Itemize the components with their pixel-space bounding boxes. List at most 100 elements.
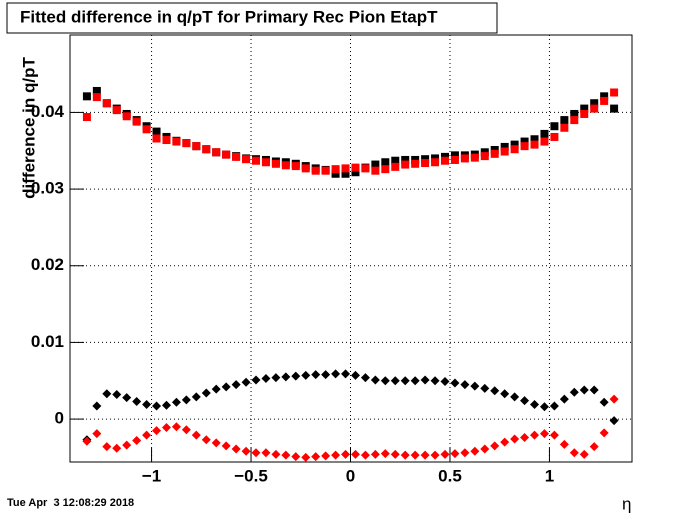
diamond-marker bbox=[539, 402, 549, 412]
diamond-marker bbox=[380, 449, 390, 459]
x-tick-label: −0.5 bbox=[234, 466, 268, 485]
diamond-marker bbox=[331, 369, 341, 379]
square-marker bbox=[530, 135, 539, 144]
square-marker bbox=[361, 164, 370, 173]
diamond-marker bbox=[480, 383, 490, 393]
diamond-marker bbox=[500, 389, 510, 399]
diamond-marker bbox=[341, 449, 351, 459]
diamond-marker bbox=[321, 451, 331, 461]
square-marker bbox=[331, 165, 340, 174]
diamond-marker bbox=[201, 435, 211, 445]
diamond-marker bbox=[390, 449, 400, 459]
square-marker bbox=[381, 158, 390, 167]
diamond-marker bbox=[301, 370, 311, 380]
diamond-marker bbox=[539, 429, 549, 439]
diamond-marker bbox=[142, 400, 152, 410]
diamond-marker bbox=[530, 400, 540, 410]
diamond-marker bbox=[360, 373, 370, 383]
x-tick-label: −1 bbox=[142, 466, 161, 485]
diamond-marker bbox=[460, 380, 470, 390]
square-marker bbox=[560, 116, 569, 125]
square-marker bbox=[440, 156, 449, 165]
square-marker bbox=[152, 127, 161, 136]
diamond-marker bbox=[152, 426, 162, 436]
diamond-marker bbox=[281, 372, 291, 382]
square-marker bbox=[192, 142, 201, 151]
diamond-marker bbox=[181, 425, 191, 435]
diamond-marker bbox=[271, 373, 281, 383]
diamond-marker bbox=[430, 376, 440, 386]
square-marker bbox=[232, 152, 241, 161]
diamond-marker bbox=[430, 450, 440, 460]
diamond-marker bbox=[191, 430, 201, 440]
diamond-marker bbox=[400, 450, 410, 460]
square-marker bbox=[510, 145, 519, 154]
diamond-marker bbox=[420, 375, 430, 385]
square-marker bbox=[252, 156, 261, 165]
title-box bbox=[6, 2, 498, 34]
diamond-marker bbox=[132, 436, 142, 446]
diamond-marker bbox=[599, 428, 609, 438]
diamond-marker bbox=[350, 370, 360, 380]
square-marker bbox=[520, 142, 529, 151]
diamond-marker bbox=[112, 443, 122, 453]
diamond-marker bbox=[460, 448, 470, 458]
square-marker bbox=[401, 155, 410, 164]
square-marker bbox=[172, 137, 181, 146]
square-marker bbox=[500, 142, 509, 151]
diamond-marker bbox=[171, 422, 181, 432]
diamond-marker bbox=[241, 446, 251, 456]
diamond-marker bbox=[142, 430, 152, 440]
diamond-marker bbox=[152, 401, 162, 411]
diamond-marker bbox=[221, 382, 231, 392]
square-marker bbox=[261, 158, 270, 167]
diamond-marker bbox=[211, 384, 221, 394]
square-marker bbox=[222, 150, 231, 159]
square-marker bbox=[92, 86, 101, 95]
diamond-marker bbox=[400, 376, 410, 386]
diamond-marker bbox=[589, 385, 599, 395]
diamond-marker bbox=[360, 450, 370, 460]
diamond-marker bbox=[291, 452, 301, 462]
diamond-marker bbox=[102, 389, 112, 399]
square-marker bbox=[550, 122, 559, 131]
x-axis-label: η bbox=[622, 494, 631, 513]
diamond-marker bbox=[470, 381, 480, 391]
diamond-marker bbox=[390, 376, 400, 386]
y-axis-label: difference in q/pT bbox=[19, 57, 38, 199]
diamond-marker bbox=[122, 393, 132, 403]
diamond-marker bbox=[251, 375, 261, 385]
square-marker bbox=[421, 159, 430, 168]
chart-title: Fitted difference in q/pT for Primary Re… bbox=[20, 7, 438, 26]
diamond-marker bbox=[92, 401, 102, 411]
square-marker bbox=[311, 166, 320, 175]
diamond-marker bbox=[510, 392, 520, 402]
square-marker bbox=[351, 168, 360, 177]
diamond-marker bbox=[341, 369, 351, 379]
diamond-marker bbox=[599, 397, 609, 407]
square-marker bbox=[212, 148, 221, 157]
square-marker bbox=[450, 151, 459, 160]
diamond-marker bbox=[609, 394, 619, 404]
square-marker bbox=[580, 109, 589, 118]
y-tick-label: 0.03 bbox=[31, 179, 64, 198]
diamond-marker bbox=[211, 438, 221, 448]
square-marker bbox=[590, 104, 599, 113]
diamond-marker bbox=[261, 448, 271, 458]
diamond-marker bbox=[520, 432, 530, 442]
diamond-marker bbox=[171, 397, 181, 407]
diamond-marker bbox=[579, 449, 589, 459]
square-marker bbox=[480, 152, 489, 161]
diamond-marker bbox=[251, 448, 261, 458]
square-marker bbox=[570, 116, 579, 125]
square-marker bbox=[142, 125, 151, 134]
diamond-marker bbox=[281, 450, 291, 460]
square-marker bbox=[271, 159, 280, 168]
square-marker bbox=[341, 164, 350, 173]
square-marker bbox=[600, 92, 609, 101]
square-marker bbox=[540, 129, 549, 138]
square-marker bbox=[490, 149, 499, 158]
diamond-marker bbox=[440, 377, 450, 387]
square-marker bbox=[371, 160, 380, 169]
